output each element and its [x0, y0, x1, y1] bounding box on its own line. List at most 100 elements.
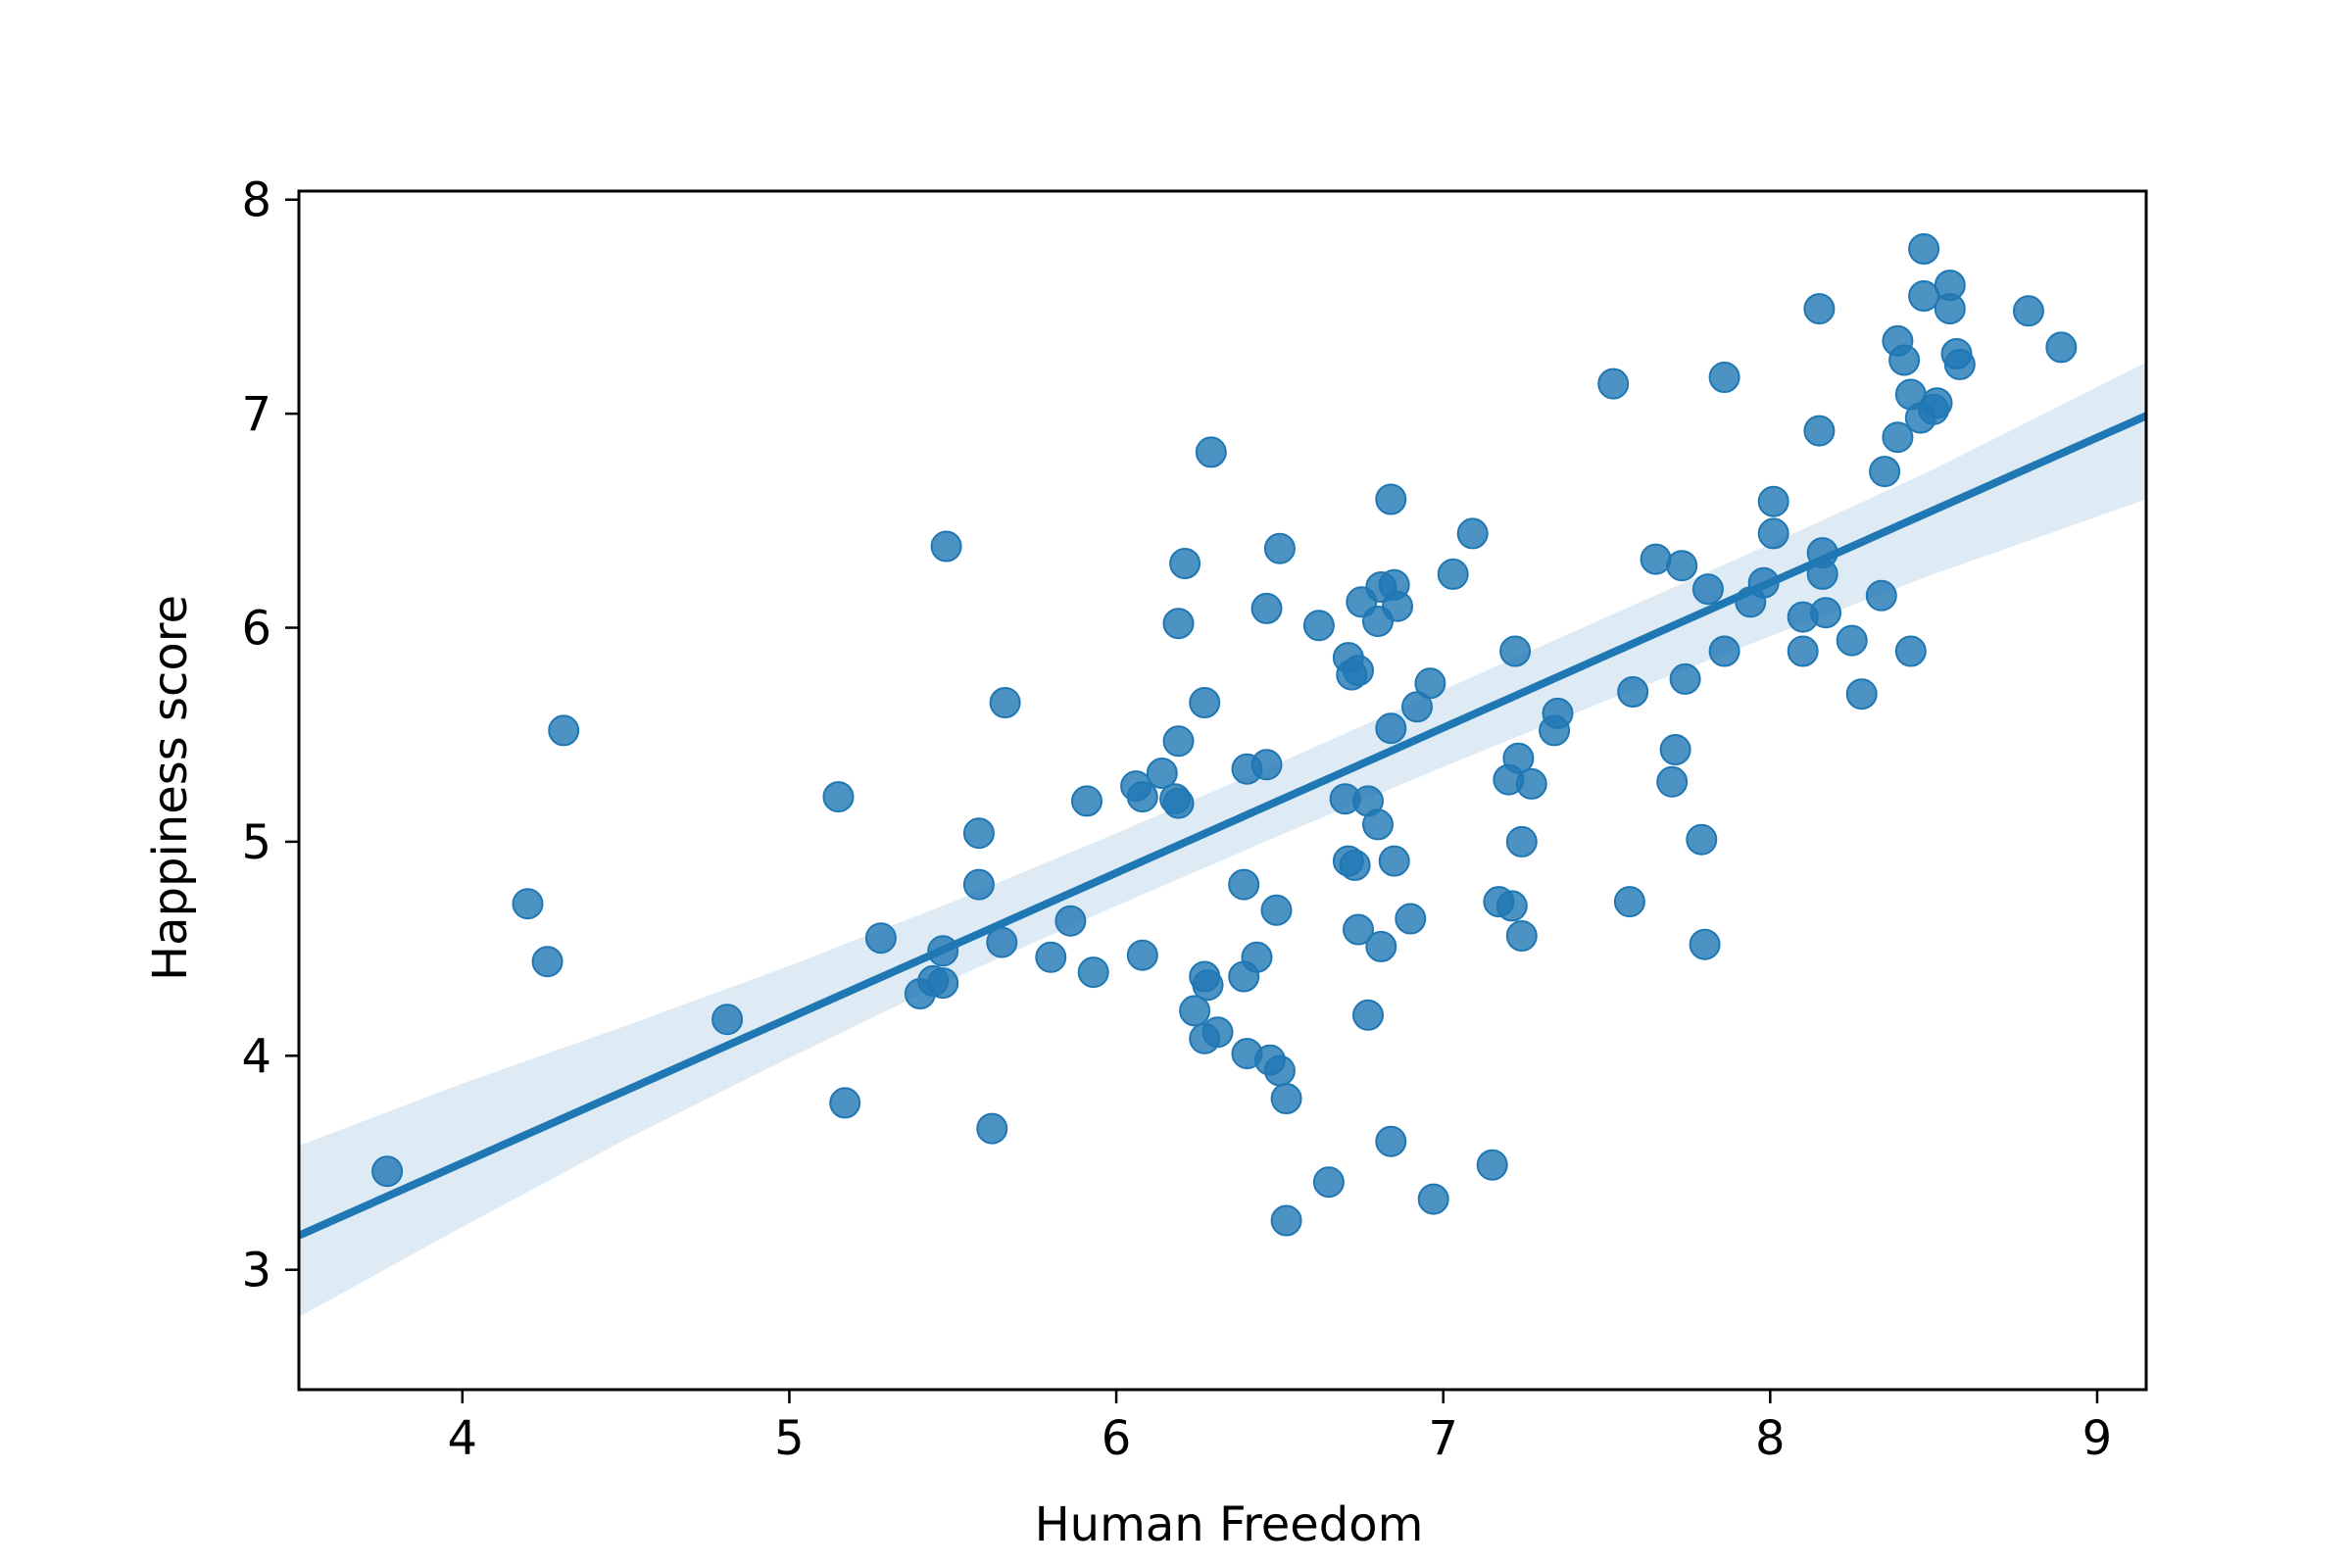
y-tick-label: 4	[241, 1029, 271, 1084]
data-point	[989, 687, 1021, 718]
data-point	[1686, 823, 1718, 856]
data-point	[1241, 941, 1273, 973]
data-point	[711, 1004, 744, 1036]
y-axis-ticks: 3 4 5 6 7 8	[241, 173, 299, 1298]
data-point	[1894, 635, 1927, 667]
data-point	[1162, 608, 1195, 640]
y-tick-label: 7	[241, 387, 271, 442]
data-point	[2045, 331, 2078, 364]
data-points-layer	[371, 233, 2078, 1237]
data-point	[1495, 890, 1528, 922]
data-point	[1312, 1166, 1345, 1199]
data-point	[1689, 928, 1721, 960]
data-point	[1640, 543, 1672, 575]
y-axis-label: Happiness score	[143, 595, 198, 981]
data-point	[1054, 905, 1087, 937]
data-point	[1505, 825, 1538, 858]
data-point	[1417, 1183, 1449, 1215]
x-tick-label: 5	[774, 1411, 805, 1466]
data-point	[1757, 517, 1789, 550]
data-point	[1617, 676, 1649, 708]
data-point	[1810, 597, 1841, 629]
data-point	[1708, 635, 1740, 667]
data-point	[1179, 995, 1211, 1027]
data-point	[1365, 930, 1397, 962]
x-axis-ticks: 4 5 6 7 8 9	[448, 1390, 2113, 1466]
data-point	[1071, 785, 1102, 817]
data-point	[371, 1155, 404, 1188]
data-point	[1908, 233, 1940, 265]
data-point	[1146, 758, 1178, 789]
data-point	[1669, 662, 1701, 695]
data-point	[1395, 903, 1427, 935]
data-point	[1659, 734, 1691, 765]
data-point	[1456, 517, 1489, 550]
x-axis-label: Human Freedom	[1035, 1497, 1424, 1552]
data-point	[962, 868, 995, 901]
data-point	[1505, 920, 1538, 952]
data-point	[1666, 550, 1698, 582]
y-tick-label: 6	[241, 602, 271, 657]
data-point	[1542, 697, 1574, 729]
data-point	[1414, 667, 1446, 700]
data-point	[1845, 678, 1878, 710]
data-point	[1035, 941, 1067, 973]
data-point	[548, 714, 580, 747]
data-point	[1499, 635, 1532, 667]
data-point	[1201, 1016, 1234, 1049]
data-point	[1502, 742, 1535, 774]
data-point	[1263, 1054, 1296, 1087]
data-point	[1757, 485, 1789, 517]
data-point	[1656, 765, 1689, 798]
data-point	[1401, 691, 1433, 723]
x-tick-label: 6	[1102, 1411, 1132, 1466]
x-tick-label: 8	[1755, 1411, 1786, 1466]
confidence-band	[299, 362, 2146, 1317]
data-point	[1162, 787, 1195, 819]
data-point	[1343, 913, 1374, 946]
data-point	[1691, 573, 1724, 606]
y-tick-label: 3	[241, 1244, 271, 1298]
data-point	[1228, 868, 1260, 901]
x-tick-label: 4	[448, 1411, 478, 1466]
data-point	[1836, 624, 1868, 657]
data-point	[2012, 295, 2044, 327]
data-point	[1382, 590, 1413, 622]
data-point	[1882, 421, 1914, 454]
data-point	[1302, 610, 1335, 642]
data-point	[1126, 781, 1158, 813]
data-point	[829, 1087, 861, 1119]
data-point	[1260, 894, 1293, 926]
data-point	[1375, 1125, 1407, 1157]
data-point	[1077, 956, 1109, 989]
y-tick-label: 5	[241, 815, 271, 870]
data-point	[1169, 548, 1201, 579]
data-point	[1195, 436, 1227, 468]
data-point	[1126, 939, 1158, 971]
data-point	[1375, 483, 1407, 515]
data-point	[1343, 655, 1374, 687]
data-point	[1921, 387, 1953, 419]
data-point	[1378, 845, 1410, 877]
data-point	[1934, 293, 1966, 325]
data-point	[1869, 456, 1901, 488]
regression-line-layer	[297, 412, 2148, 1240]
data-point	[1352, 999, 1384, 1031]
data-point	[1362, 808, 1394, 841]
data-point	[927, 967, 959, 1000]
data-point	[822, 781, 855, 813]
data-point	[930, 530, 962, 563]
data-point	[976, 1112, 1008, 1145]
data-point	[1787, 635, 1819, 667]
data-point	[1888, 344, 1921, 376]
data-point	[1375, 712, 1407, 745]
data-point	[1437, 558, 1469, 590]
confidence-band-layer	[299, 362, 2146, 1317]
data-point	[1250, 749, 1283, 781]
x-tick-label: 7	[1428, 1411, 1458, 1466]
data-point	[1192, 969, 1224, 1002]
data-point	[1270, 1204, 1302, 1237]
data-point	[1613, 886, 1645, 918]
data-point	[1865, 579, 1897, 612]
x-tick-label: 9	[2082, 1411, 2113, 1466]
